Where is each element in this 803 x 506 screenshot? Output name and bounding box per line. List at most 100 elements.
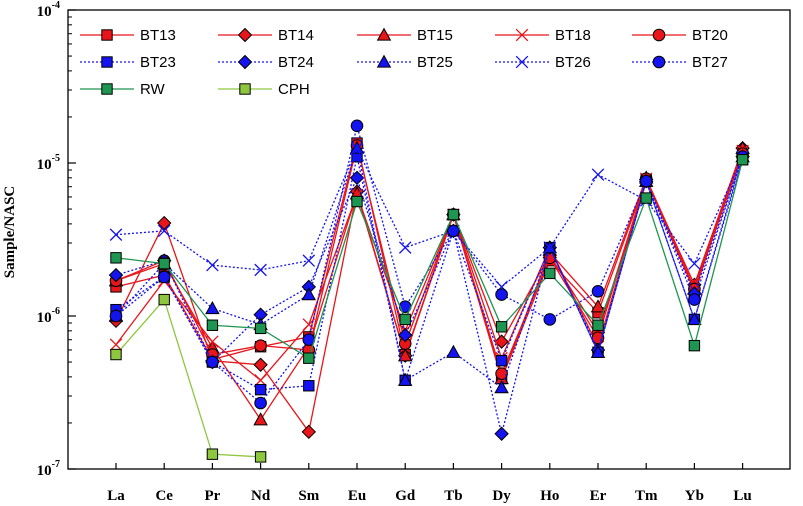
point-bt18 (302, 318, 316, 331)
legend-item-bt26: BT26 (495, 54, 591, 71)
x-tick-label: Eu (348, 488, 366, 504)
point-bt25 (397, 372, 413, 386)
point-bt15 (590, 299, 606, 313)
point-bt26 (206, 258, 219, 272)
point-bt25 (590, 344, 606, 358)
point-rw (351, 195, 363, 208)
legend-marker-bt18 (515, 28, 529, 42)
point-rw (158, 257, 170, 270)
point-cph (158, 293, 170, 306)
series-line-bt27 (115, 125, 744, 404)
point-bt14 (253, 357, 268, 372)
x-tick-label: Lu (733, 488, 751, 504)
y-tick-exponent: -6 (52, 306, 60, 317)
x-tick-label: Ce (155, 488, 173, 504)
point-bt27 (543, 313, 557, 326)
x-tick-label: Yb (685, 488, 704, 504)
point-bt27 (254, 396, 267, 410)
legend-label-rw: RW (140, 81, 166, 98)
point-bt27 (157, 270, 171, 284)
series-line-rw (115, 159, 744, 360)
point-bt27 (447, 224, 460, 238)
legend-item-bt23: BT23 (80, 54, 176, 71)
point-bt26 (543, 241, 557, 254)
y-tick-exponent: -5 (52, 153, 60, 164)
x-tick-label: Pr (204, 488, 220, 504)
point-bt26 (254, 263, 267, 277)
legend-marker-bt15 (376, 27, 392, 41)
point-bt18 (109, 338, 123, 351)
y-tick-exponent: -7 (52, 459, 60, 470)
x-tick-label: La (107, 488, 125, 504)
legend-label-bt23: BT23 (140, 54, 176, 71)
point-bt27 (688, 293, 701, 306)
point-bt24 (397, 327, 413, 343)
x-tick-label: Tm (635, 488, 658, 504)
series-rw (110, 154, 749, 364)
point-cph (110, 348, 122, 361)
point-bt27 (109, 309, 123, 323)
x-tick-label: Nd (251, 488, 271, 504)
point-rw (640, 192, 652, 204)
series-bt14 (108, 140, 750, 440)
point-bt26 (109, 228, 123, 241)
y-tick-label: 10-5 (37, 153, 60, 173)
legend-item-bt18: BT18 (495, 27, 591, 44)
legend-item-rw: RW (80, 81, 166, 98)
point-bt26 (688, 257, 701, 270)
legend-label-bt24: BT24 (278, 54, 314, 71)
point-bt27 (591, 285, 605, 298)
point-rw (447, 208, 460, 221)
point-bt23 (495, 355, 508, 367)
x-tick-label: Er (590, 488, 607, 504)
legend-marker-bt24 (237, 54, 253, 70)
point-bt26 (350, 141, 364, 155)
point-bt25 (446, 344, 461, 358)
series-line-bt25 (115, 145, 744, 389)
x-tick-label: Tb (444, 488, 462, 504)
series-bt27 (109, 119, 749, 410)
legend: BT13 BT14 BT15 BT18 BT20 BT23 BT24 BT25 BT26 BT27… (80, 27, 728, 98)
point-bt23 (254, 383, 267, 396)
x-tick-label: Dy (492, 488, 511, 504)
point-rw (254, 322, 267, 335)
legend-item-bt25: BT25 (357, 54, 453, 71)
legend-label-bt14: BT14 (278, 27, 314, 44)
point-bt15 (253, 412, 268, 426)
y-axis-title: Sample/NASC (2, 186, 18, 279)
legend-label-bt26: BT26 (555, 54, 591, 71)
legend-label-bt20: BT20 (692, 27, 728, 44)
point-bt25 (301, 287, 317, 301)
legend-item-bt20: BT20 (632, 27, 728, 44)
point-bt27 (350, 119, 364, 133)
y-tick-label: 10-4 (37, 0, 60, 20)
legend-marker-bt23 (101, 56, 113, 68)
legend-label-bt18: BT18 (555, 27, 591, 44)
legend-item-bt27: BT27 (632, 54, 728, 71)
point-rw (110, 252, 122, 264)
point-rw (592, 319, 604, 331)
series-line-bt20 (115, 145, 744, 376)
series-cph (110, 293, 267, 463)
x-tick-label: Gd (395, 488, 416, 504)
point-bt25 (687, 311, 702, 326)
legend-marker-bt13 (101, 29, 113, 41)
series-line-cph (115, 298, 261, 458)
point-rw (399, 313, 411, 326)
legend-marker-rw (101, 83, 113, 95)
point-bt27 (495, 288, 508, 301)
point-bt26 (398, 241, 412, 254)
point-rw (303, 352, 315, 364)
point-bt27 (206, 355, 219, 369)
legend-marker-bt26 (515, 55, 529, 69)
legend-item-bt15: BT15 (357, 27, 453, 44)
series-line-bt14 (115, 147, 744, 434)
legend-label-bt27: BT27 (692, 54, 728, 71)
point-rw (688, 339, 701, 352)
point-cph (254, 451, 267, 463)
legend-label-bt15: BT15 (417, 27, 453, 44)
point-bt20 (495, 367, 508, 380)
axes: 10-7 10-6 10-5 10-4 La Ce Pr Nd Sm Eu Gd Tb Dy Ho Er Tm… (37, 0, 791, 504)
legend-item-bt13: BT13 (80, 27, 176, 44)
point-bt14 (301, 424, 317, 440)
